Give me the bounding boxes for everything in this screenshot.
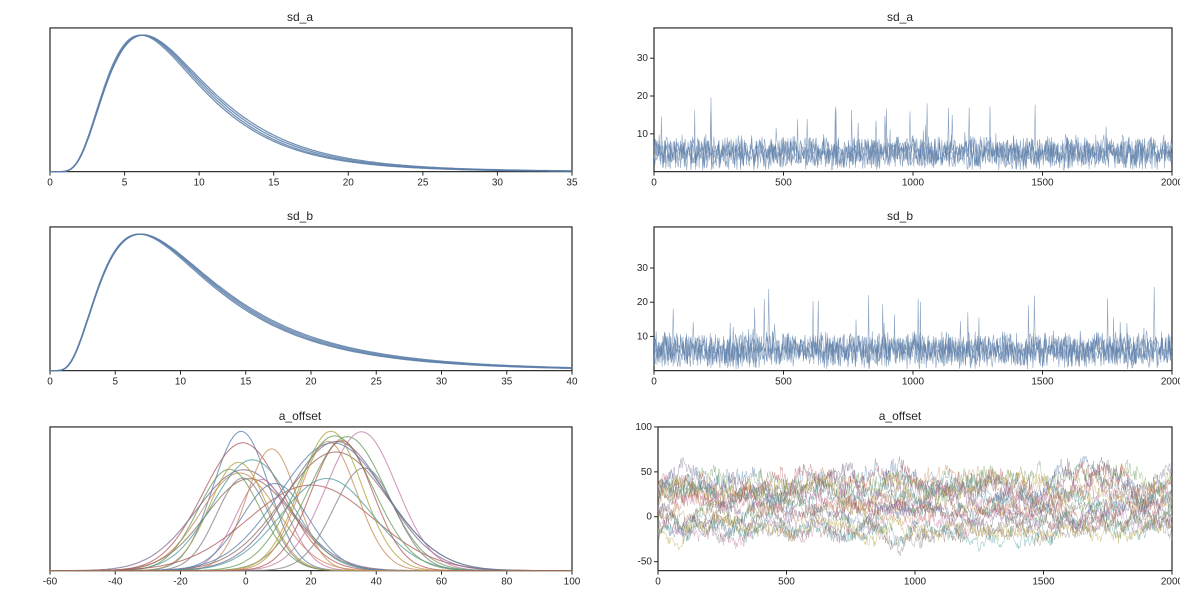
panel-title: a_offset	[620, 409, 1180, 423]
svg-text:0: 0	[243, 576, 249, 587]
svg-text:0: 0	[655, 576, 661, 587]
svg-text:2000: 2000	[1161, 177, 1180, 188]
svg-text:5: 5	[112, 377, 118, 388]
panel-r3c2: a_offset 0500100015002000-50050100	[620, 409, 1180, 590]
svg-text:20: 20	[343, 177, 355, 188]
svg-text:2000: 2000	[1161, 377, 1180, 388]
plot-area: 0500100015002000-50050100	[620, 423, 1180, 590]
svg-text:2000: 2000	[1161, 576, 1180, 587]
svg-text:0: 0	[651, 377, 657, 388]
chart-grid: sd_a 05101520253035 sd_a 050010001500200…	[0, 0, 1200, 600]
svg-text:30: 30	[637, 53, 649, 64]
svg-text:0: 0	[47, 377, 53, 388]
svg-text:10: 10	[175, 377, 187, 388]
plot-area: 0 5 10 15 20 25 30 35	[20, 24, 580, 191]
svg-text:-40: -40	[108, 576, 123, 587]
panel-title: sd_a	[20, 10, 580, 24]
svg-text:500: 500	[778, 576, 795, 587]
svg-text:0: 0	[651, 177, 657, 188]
svg-text:0: 0	[47, 177, 53, 188]
svg-text:1000: 1000	[904, 576, 927, 587]
svg-text:500: 500	[775, 177, 792, 188]
svg-text:25: 25	[417, 177, 429, 188]
svg-text:1500: 1500	[1031, 377, 1054, 388]
svg-text:20: 20	[305, 576, 317, 587]
svg-text:20: 20	[637, 91, 649, 102]
panel-r1c1: sd_a 0 5 10 15 20 25 30 35	[20, 10, 580, 191]
panel-title: sd_b	[620, 209, 1180, 223]
svg-text:100: 100	[564, 576, 580, 587]
svg-text:30: 30	[637, 263, 649, 274]
svg-text:10: 10	[194, 177, 206, 188]
svg-text:-20: -20	[173, 576, 188, 587]
svg-text:1500: 1500	[1032, 576, 1055, 587]
svg-text:80: 80	[501, 576, 513, 587]
plot-area: 0 5 10 15 20 25 30 35 40	[20, 223, 580, 390]
svg-text:15: 15	[268, 177, 280, 188]
svg-text:15: 15	[240, 377, 252, 388]
svg-text:60: 60	[436, 576, 448, 587]
panel-r2c1: sd_b 0 5 10 15 20 25 30 35 40	[20, 209, 580, 390]
svg-text:50: 50	[641, 467, 653, 478]
plot-area: -60 -40 -20 0 20 40 60 80 100	[20, 423, 580, 590]
svg-text:0: 0	[646, 511, 652, 522]
plot-area: 0 500 1000 1500 2000 10 20 30	[620, 223, 1180, 390]
svg-text:40: 40	[371, 576, 383, 587]
panel-r1c2: sd_a 0 500 1000 1500 2000 10 20 30	[620, 10, 1180, 191]
svg-text:10: 10	[637, 332, 649, 343]
svg-text:20: 20	[305, 377, 317, 388]
panel-title: a_offset	[20, 409, 580, 423]
panel-r3c1: a_offset -60 -40 -20 0 20 40 60 80 100	[20, 409, 580, 590]
svg-text:20: 20	[637, 298, 649, 309]
svg-text:100: 100	[635, 423, 652, 433]
svg-text:1000: 1000	[902, 177, 925, 188]
svg-text:25: 25	[371, 377, 383, 388]
svg-text:35: 35	[566, 177, 578, 188]
svg-text:1000: 1000	[902, 377, 925, 388]
plot-area: 0 500 1000 1500 2000 10 20 30	[620, 24, 1180, 191]
panel-r2c2: sd_b 0 500 1000 1500 2000 10 20 30	[620, 209, 1180, 390]
svg-text:-50: -50	[638, 556, 653, 567]
svg-text:10: 10	[637, 129, 649, 140]
svg-text:5: 5	[122, 177, 128, 188]
svg-text:35: 35	[501, 377, 513, 388]
svg-text:-60: -60	[43, 576, 58, 587]
panel-title: sd_a	[620, 10, 1180, 24]
panel-title: sd_b	[20, 209, 580, 223]
svg-text:30: 30	[436, 377, 448, 388]
svg-text:40: 40	[566, 377, 578, 388]
svg-text:1500: 1500	[1031, 177, 1054, 188]
svg-text:30: 30	[492, 177, 504, 188]
svg-text:500: 500	[775, 377, 792, 388]
